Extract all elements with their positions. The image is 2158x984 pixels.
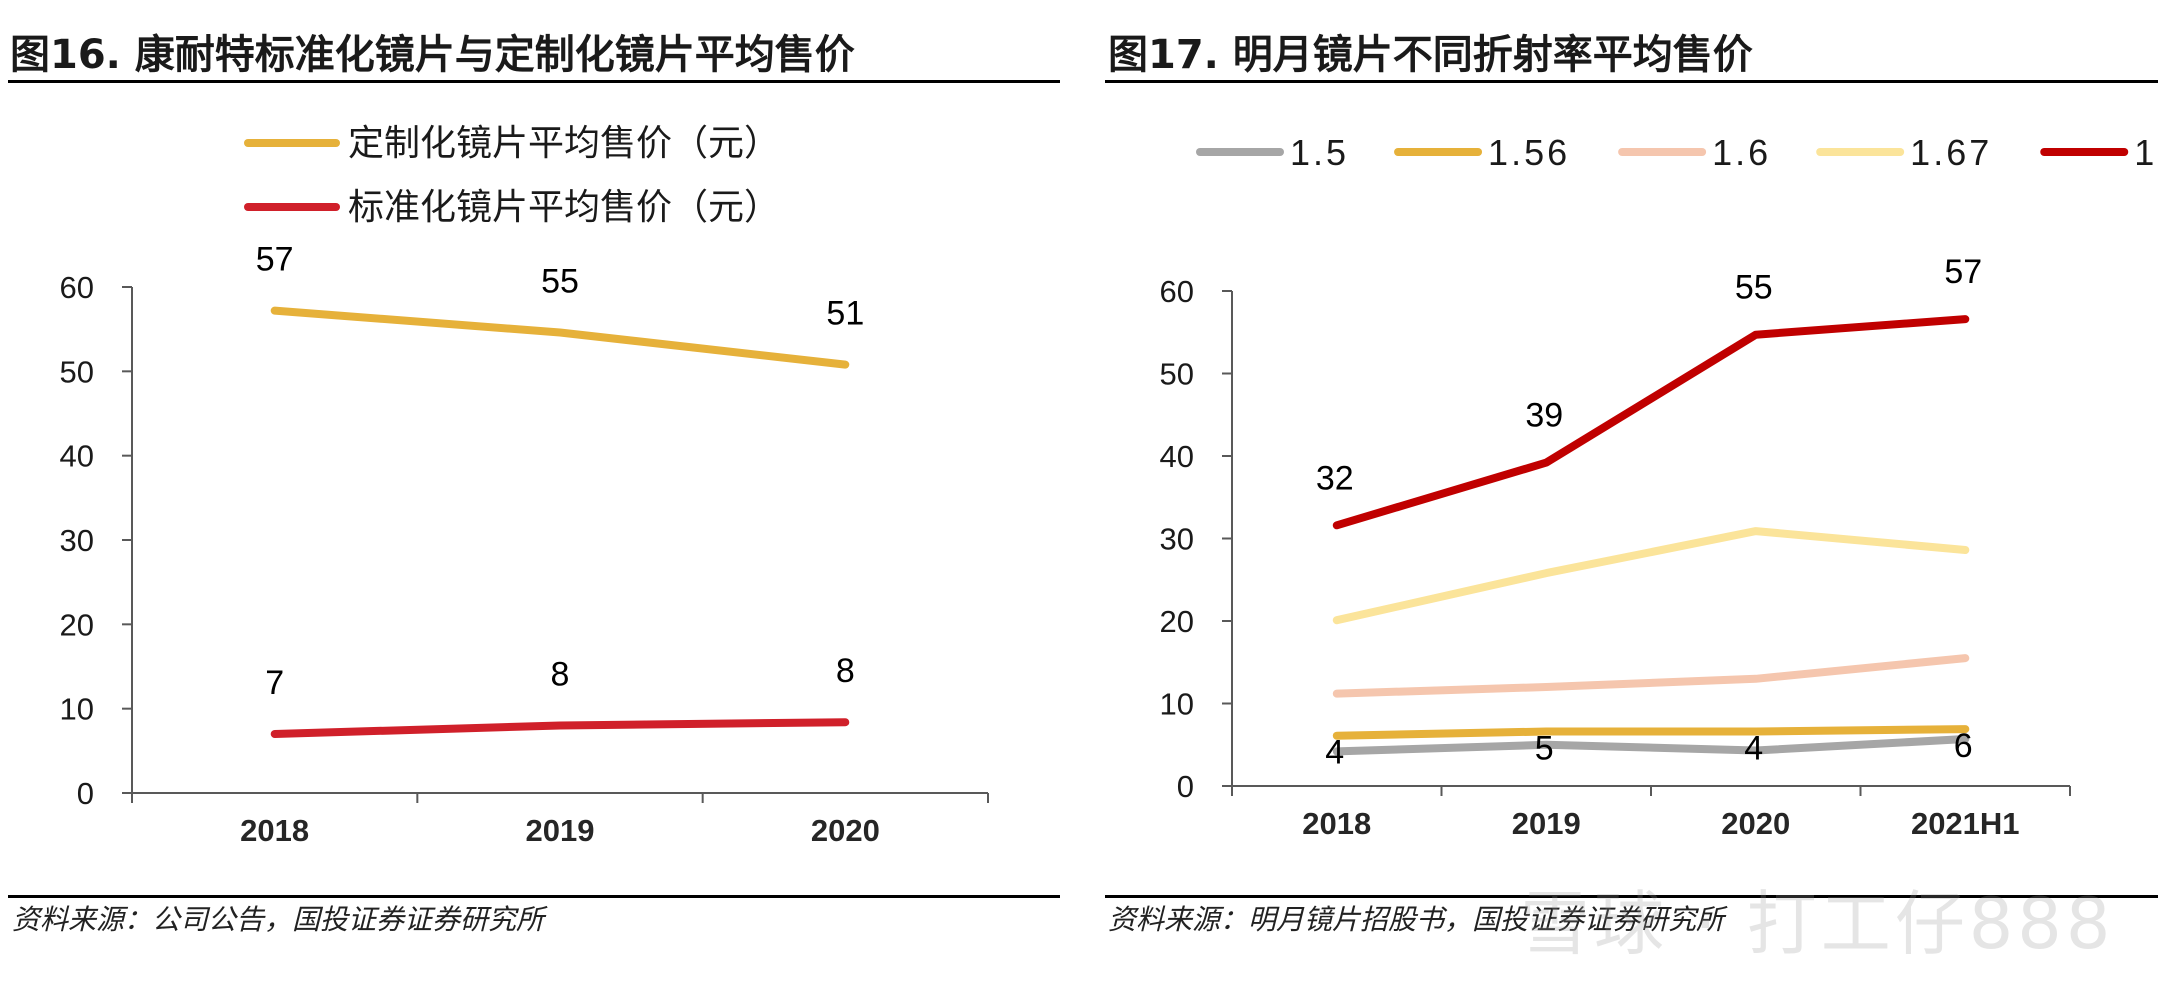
figure-16-top-rule: [8, 80, 1060, 83]
fig17-legend-label: 1.67: [1910, 132, 1992, 173]
fig17-legend-label: 1.5: [1290, 132, 1349, 173]
fig17-series-line-3: [1332, 527, 1970, 625]
figure-17-panel: 图17. 明月镜片不同折射率平均售价 0 10 20 30 40 50 60 2018 2019…: [1100, 0, 2158, 984]
figure-16-source: 资料来源：公司公告，国投证券证券研究所: [12, 903, 545, 936]
fig17-y-tick-label: 60: [1160, 274, 1194, 309]
fig17-series-line-0: [1332, 735, 1970, 756]
fig16-y-tick-label: 30: [60, 523, 94, 558]
fig16-series-line-1: [270, 306, 850, 369]
fig16-x-tick-label: 2020: [811, 813, 880, 848]
fig16-y-tick-label: 10: [60, 692, 94, 727]
figure-17-top-rule: [1105, 80, 2158, 83]
fig17-y-tick-label: 20: [1160, 604, 1194, 639]
fig16-x-tick-label: 2018: [240, 813, 309, 848]
figure-17-source: 资料来源：明月镜片招股书，国投证券证券研究所: [1108, 903, 1725, 936]
fig17-legend-label: 1.6: [1712, 132, 1771, 173]
fig17-legend-label: 1.71: [2134, 132, 2158, 173]
figure-17-bottom-rule: [1105, 895, 2158, 898]
fig16-y-tick-label: 0: [77, 776, 94, 811]
fig16-series-line-0: [270, 718, 850, 738]
fig17-x-tick-label: 2018: [1302, 806, 1371, 841]
fig16-data-label: 55: [541, 263, 579, 301]
figure-16-bottom-rule: [8, 895, 1060, 898]
figure-17-title: 图17. 明月镜片不同折射率平均售价: [1108, 32, 1753, 78]
figure-16-panel: 图16. 康耐特标准化镜片与定制化镜片平均售价 0 10 20 30 40 50 60 201…: [0, 0, 1070, 984]
fig17-x-tick-label: 2020: [1721, 806, 1790, 841]
fig16-data-label: 57: [256, 241, 294, 279]
fig17-x-tick-label: 2019: [1512, 806, 1581, 841]
fig17-y-tick-label: 50: [1160, 357, 1194, 392]
figure-16-title: 图16. 康耐特标准化镜片与定制化镜片平均售价: [10, 32, 855, 78]
figure-17-chart: 0 10 20 30 40 50 60 2018 2019 2020 2021H1 4 5 4 6 32 39 5…: [1160, 132, 2158, 841]
figure-16-chart: 0 10 20 30 40 50 60 2018 2019 2020 7 8 8 57 55 51 定制化镜片平…: [60, 122, 989, 848]
fig16-legend-label: 定制化镜片平均售价（元）: [348, 122, 780, 163]
fig17-y-tick-label: 0: [1177, 769, 1194, 804]
fig17-data-label: 39: [1525, 397, 1563, 435]
fig17-data-label: 4: [1325, 734, 1344, 772]
fig16-data-label: 8: [551, 656, 570, 694]
fig16-x-tick-label: 2019: [526, 813, 595, 848]
fig16-y-tick-label: 60: [60, 270, 94, 305]
fig17-data-label: 5: [1535, 730, 1554, 768]
fig17-y-tick-label: 10: [1160, 687, 1194, 722]
fig17-legend-label: 1.56: [1488, 132, 1570, 173]
fig17-data-label: 4: [1744, 730, 1763, 768]
fig16-data-label: 7: [265, 664, 284, 702]
fig17-y-tick-label: 30: [1160, 522, 1194, 557]
fig16-legend-label: 标准化镜片平均售价（元）: [348, 186, 780, 227]
fig17-data-label: 6: [1954, 727, 1973, 765]
watermark: 雪球 · 打工仔888: [1520, 883, 2115, 965]
fig17-series-line-1: [1332, 725, 1970, 740]
fig16-data-label: 51: [826, 295, 864, 333]
fig17-data-label: 32: [1316, 459, 1354, 497]
fig17-data-label: 57: [1944, 253, 1982, 291]
fig17-series-line-4: [1332, 315, 1970, 530]
fig17-y-tick-label: 40: [1160, 439, 1194, 474]
fig16-y-tick-label: 50: [60, 354, 94, 389]
fig16-y-tick-label: 20: [60, 607, 94, 642]
fig16-y-tick-label: 40: [60, 439, 94, 474]
fig17-series-line-2: [1332, 654, 1970, 698]
fig17-x-tick-label: 2021H1: [1911, 806, 2020, 841]
fig16-data-label: 8: [836, 652, 855, 690]
fig17-data-label: 55: [1735, 269, 1773, 307]
